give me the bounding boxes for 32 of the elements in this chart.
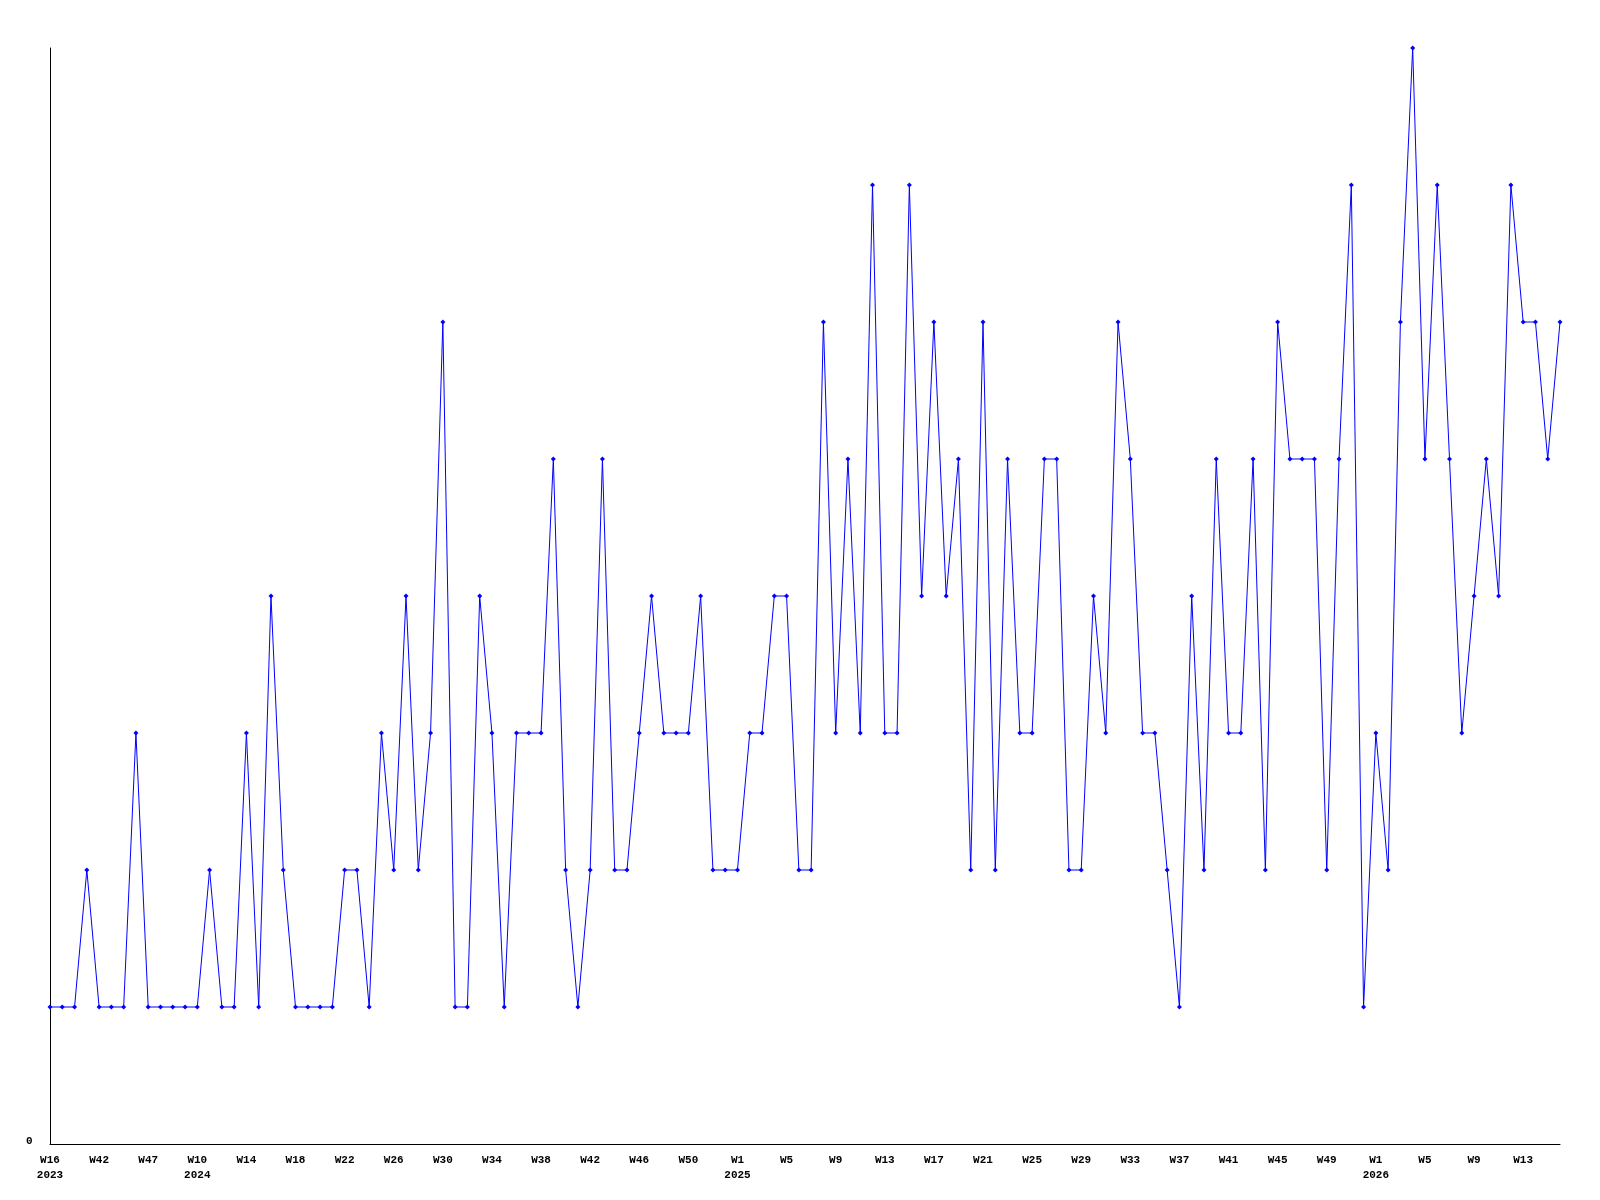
x-tick-label: W21 — [973, 1153, 994, 1166]
x-tick-label: W41 — [1218, 1153, 1239, 1166]
x-tick-label: W29 — [1071, 1153, 1092, 1166]
x-tick-label: W16 2023 — [36, 1153, 64, 1181]
x-tick-label: W33 — [1120, 1153, 1141, 1166]
x-tick-label: W10 2024 — [184, 1153, 211, 1181]
text: 0 — [26, 1134, 33, 1147]
x-tick-label: W22 — [334, 1153, 355, 1166]
x-tick-label: W9 — [829, 1153, 843, 1166]
x-tick-label: W14 — [236, 1153, 257, 1166]
x-tick-label: W13 — [874, 1153, 896, 1166]
x-tick-label: W5 — [1418, 1153, 1432, 1166]
x-tick-label: W38 — [531, 1153, 552, 1166]
x-tick-label: W46 — [629, 1153, 650, 1166]
x-tick-label: W37 — [1169, 1153, 1190, 1166]
x-tick-label: W42 — [580, 1153, 601, 1166]
x-tick-label: W34 — [482, 1153, 503, 1166]
x-tick-label: W49 — [1316, 1153, 1337, 1166]
x-tick-label: W13 — [1513, 1153, 1534, 1166]
x-tick-label: W50 — [678, 1153, 699, 1166]
x-tick-label: W5 — [779, 1153, 794, 1166]
x-tick-label: W17 — [924, 1153, 944, 1166]
x-tick-label: W47 — [138, 1153, 159, 1166]
x-tick-label: W26 — [383, 1153, 404, 1166]
x-tick-label: W1 2026 — [1362, 1153, 1390, 1181]
x-tick-label: W42 — [89, 1153, 110, 1166]
x-tick-label: W45 — [1267, 1153, 1288, 1166]
x-tick-label: W30 — [432, 1153, 453, 1166]
x-tick-label: W9 — [1467, 1153, 1481, 1166]
x-tick-label: W18 — [285, 1153, 306, 1166]
x-tick-label: W1 2025 — [724, 1153, 752, 1181]
x-tick-label: W25 — [1022, 1153, 1043, 1166]
